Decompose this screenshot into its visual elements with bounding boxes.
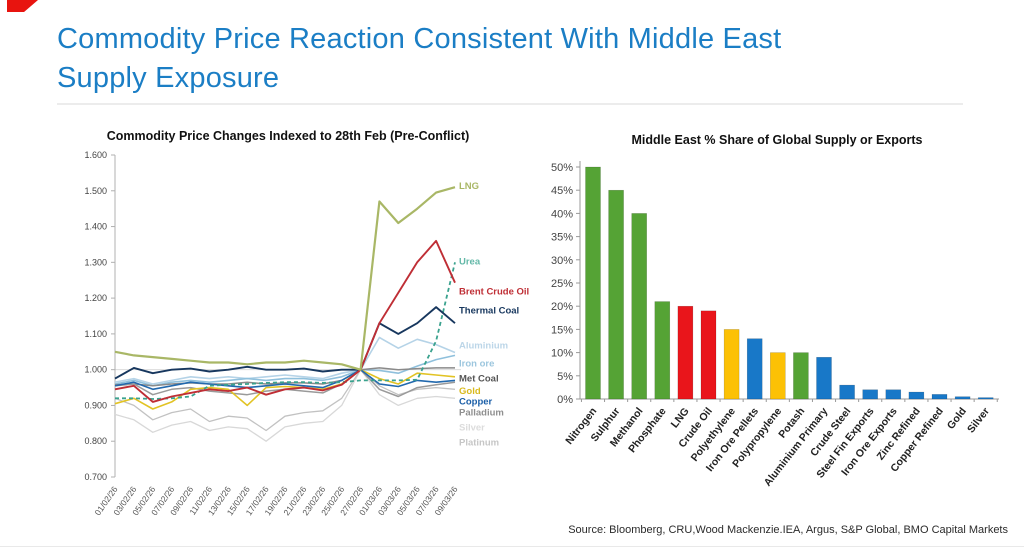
bar-potash	[793, 352, 809, 400]
bar-label-silver: Silver	[965, 405, 992, 435]
y-tick-label: 1.400	[84, 222, 107, 232]
line-chart-title: Commodity Price Changes Indexed to 28th …	[107, 129, 470, 143]
y-tick-label: 0%	[557, 394, 573, 406]
y-tick-label: 45%	[551, 185, 573, 197]
series-line-brent-crude-oil	[114, 239, 456, 403]
series-line-platinum	[114, 369, 456, 432]
bar-gold	[954, 396, 971, 400]
source-attribution: Source: Bloomberg, CRU,Wood Mackenzie.IE…	[568, 524, 1008, 536]
bar-sulphur	[608, 189, 624, 400]
bar-copper-refined	[931, 394, 948, 400]
bar-crude-steel	[839, 384, 855, 400]
page-title-line2: Supply Exposure	[57, 62, 280, 94]
y-tick-label: 0.900	[84, 400, 107, 410]
series-line-aluminium	[114, 336, 456, 385]
series-line-met-coal	[114, 367, 455, 387]
series-label-lng: LNG	[459, 181, 479, 192]
middle-east-share-bar-chart: Middle East % Share of Global Supply or …	[551, 133, 999, 489]
series-line-lng	[114, 186, 456, 371]
bar-iron-ore-exports	[885, 389, 902, 400]
series-label-met-coal: Met Coal	[459, 374, 499, 385]
series-label-palladium: Palladium	[459, 408, 504, 419]
y-tick-label: 1.200	[84, 293, 107, 303]
bar-polypropylene	[770, 352, 786, 400]
y-tick-label: 0.700	[84, 472, 107, 482]
series-line-thermal-coal	[114, 306, 456, 380]
y-tick-label: 1.300	[84, 257, 107, 267]
bar-silver	[977, 397, 994, 400]
y-tick-label: 15%	[551, 324, 573, 336]
y-tick-label: 1.600	[84, 150, 107, 160]
series-line-gold	[114, 368, 456, 410]
series-line-urea	[115, 262, 456, 400]
bar-nitrogen	[585, 166, 601, 400]
line-chart-panel: Commodity Price Changes Indexed to 28th …	[38, 122, 543, 555]
y-tick-label: 40%	[551, 208, 573, 220]
y-tick-label: 1.500	[84, 186, 107, 196]
series-label-platinum: Platinum	[459, 438, 499, 449]
series-label-silver: Silver	[459, 423, 485, 434]
series-label-copper: Copper	[459, 397, 493, 408]
bar-chart-title: Middle East % Share of Global Supply or …	[631, 133, 922, 147]
series-label-iron-ore: Iron ore	[459, 359, 494, 370]
bar-steel-fin-exports	[862, 389, 878, 400]
y-tick-label: 20%	[551, 301, 573, 313]
y-tick-label: 25%	[551, 278, 573, 290]
bar-crude-oil	[700, 310, 717, 400]
bar-methanol	[631, 213, 647, 400]
bar-zinc-refined	[908, 391, 925, 400]
title-divider	[57, 103, 963, 105]
y-tick-label: 35%	[551, 232, 573, 244]
y-tick-label: 10%	[551, 348, 573, 360]
series-line-iron-ore	[114, 354, 456, 387]
bar-chart-panel: Middle East % Share of Global Supply or …	[543, 128, 1023, 528]
y-tick-label: 30%	[551, 255, 573, 267]
series-line-copper	[114, 368, 456, 391]
series-label-brent-crude-oil: Brent Crude Oil	[459, 287, 529, 298]
bar-lng	[677, 305, 694, 400]
bar-phosphate	[654, 301, 671, 400]
corner-accent-mark	[7, 0, 38, 12]
y-tick-label: 1.000	[84, 365, 107, 375]
y-tick-label: 5%	[557, 371, 573, 383]
bottom-divider	[0, 546, 1024, 547]
bar-iron-ore-pellets	[746, 338, 763, 400]
bar-aluminium-primary	[816, 356, 832, 400]
y-tick-label: 50%	[551, 162, 573, 174]
series-line-silver	[114, 369, 456, 442]
series-label-thermal-coal: Thermal Coal	[459, 306, 519, 317]
page-title-line1: Commodity Price Reaction Consistent With…	[57, 23, 782, 55]
series-label-gold: Gold	[459, 386, 481, 397]
commodity-price-line-chart: Commodity Price Changes Indexed to 28th …	[84, 129, 529, 517]
series-label-urea: Urea	[459, 257, 481, 268]
y-tick-label: 0.800	[84, 436, 107, 446]
page-title: Commodity Price Reaction Consistent With…	[57, 20, 957, 98]
bar-polyethylene	[723, 329, 740, 400]
y-tick-label: 1.100	[84, 329, 107, 339]
series-label-aluminium: Aluminium	[459, 341, 508, 352]
